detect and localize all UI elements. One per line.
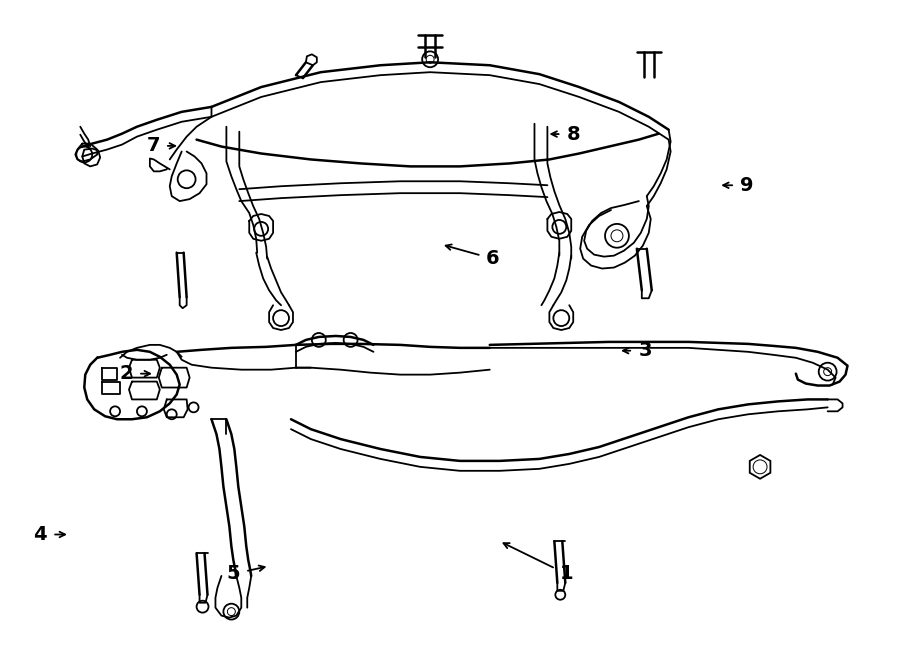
Text: 7: 7 xyxy=(147,136,160,156)
Text: 8: 8 xyxy=(567,124,580,144)
Text: 6: 6 xyxy=(486,250,500,268)
Text: 1: 1 xyxy=(560,565,573,583)
Text: 5: 5 xyxy=(227,565,240,583)
Text: 9: 9 xyxy=(740,176,753,195)
Text: 2: 2 xyxy=(120,364,133,383)
Text: 3: 3 xyxy=(638,341,652,360)
Text: 4: 4 xyxy=(33,525,47,544)
